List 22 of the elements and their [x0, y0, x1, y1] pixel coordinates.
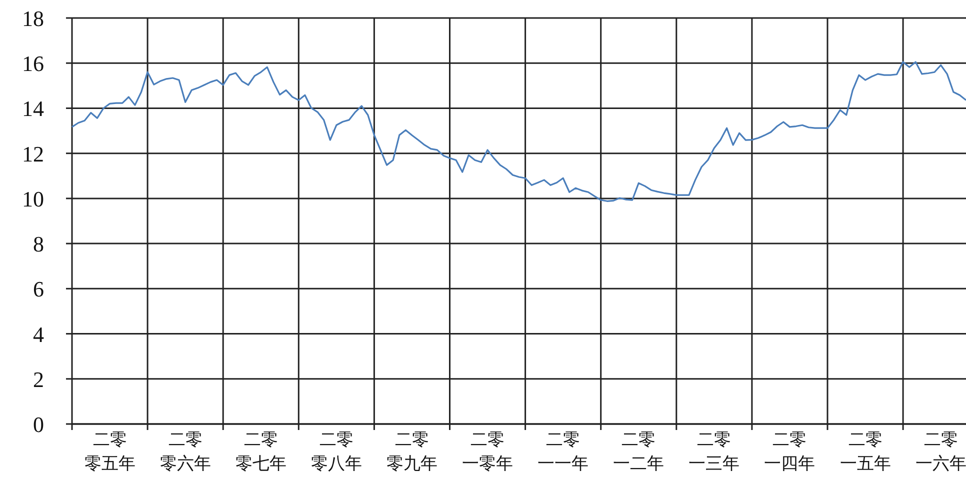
x-tick-label: 二零零七年	[235, 430, 286, 473]
x-tick-label: 二零零五年	[84, 430, 136, 473]
y-tick-label: 0	[33, 412, 44, 437]
y-tick-label: 12	[22, 141, 44, 166]
x-tick-label: 二零一三年	[688, 430, 740, 473]
x-tick-label: 二零零九年	[386, 430, 438, 473]
x-tick-label: 二零零六年	[160, 430, 211, 473]
x-tick-label: 二零一五年	[840, 430, 891, 473]
x-tick-label: 二零零八年	[310, 430, 362, 473]
y-tick-label: 6	[33, 276, 44, 302]
x-tick-label: 二零一一年	[538, 430, 589, 473]
y-tick-label: 16	[22, 51, 44, 76]
x-tick-label: 二零一零年	[462, 430, 514, 473]
x-tick-label: 二零一二年	[613, 430, 664, 473]
y-tick-label: 18	[22, 6, 44, 31]
y-tick-label: 4	[33, 322, 44, 347]
y-tick-label: 8	[33, 232, 44, 257]
y-tick-label: 14	[22, 96, 44, 122]
y-tick-label: 10	[22, 186, 44, 212]
x-tick-label: 二零一六年	[915, 430, 966, 473]
y-tick-label: 2	[33, 366, 44, 392]
x-tick-label: 二零一四年	[764, 430, 816, 473]
